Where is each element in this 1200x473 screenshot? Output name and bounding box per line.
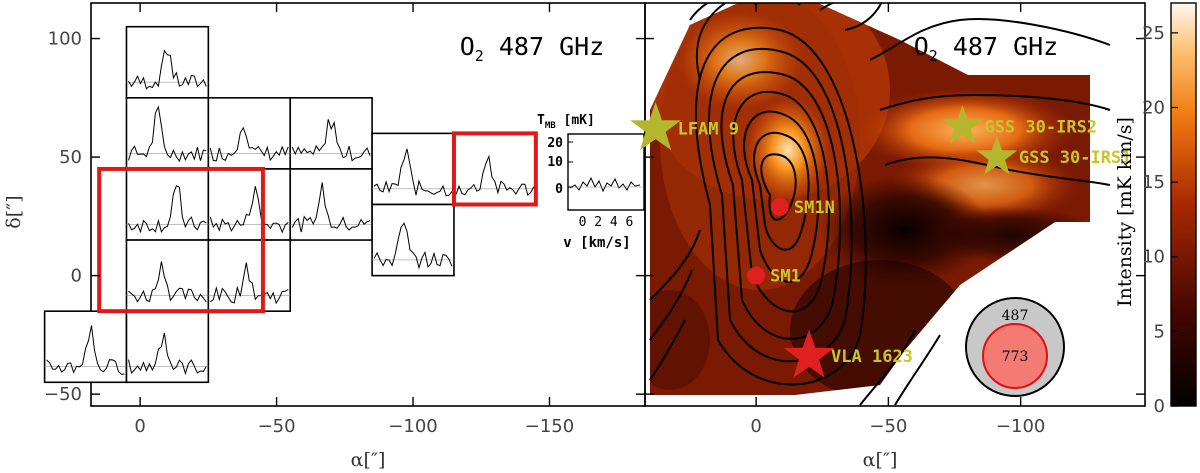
- left-plot-title: O2 487 GHz: [460, 32, 605, 65]
- source-markers: LFAM 9 GSS 30-IRS2 GSS 30-IRS1 SM1N SM1 VLA 1…: [630, 102, 1132, 378]
- colorbar: 0 5 10 15 20 25 Intensity [mK km/s]: [1114, 2, 1197, 417]
- colorbar-tick-label: 5: [1154, 321, 1165, 342]
- contours: [649, 3, 1111, 406]
- colorbar-ticks: 0 5 10 15 20 25: [1142, 23, 1178, 417]
- spectrum-line: [209, 262, 289, 305]
- x-tick-label: 0: [750, 416, 761, 437]
- source-label: GSS 30-IRS2: [984, 117, 1097, 137]
- inset-y-label: TMB [mK]: [537, 113, 595, 131]
- spectrum-cell: [289, 168, 373, 241]
- spectrum-cell: [207, 168, 292, 241]
- source-star-marker: [783, 329, 835, 378]
- spectrum-cell: [289, 97, 373, 170]
- colorbar-gradient: [1170, 2, 1197, 407]
- spectrum-line: [128, 185, 207, 234]
- colorbar-label: Intensity [mK km/s]: [1114, 117, 1136, 307]
- colorbar-tick-label: 0: [1154, 396, 1165, 417]
- left-y-axis-label: δ[″]: [3, 195, 25, 228]
- source-label: SM1: [770, 267, 801, 287]
- right-x-axis-label: α[″]: [863, 449, 898, 471]
- highlight-boxes: [97, 131, 538, 314]
- spectrum-line: [209, 126, 289, 162]
- source-label: LFAM 9: [678, 120, 739, 140]
- y-tick-label: 0: [71, 266, 82, 287]
- source-circle-marker: [747, 266, 766, 285]
- left-x-axis-label: α[″]: [351, 449, 386, 471]
- inset-frame: [567, 133, 645, 211]
- right-plot-frame: [644, 2, 1146, 407]
- spectrum-cell: [125, 239, 210, 312]
- x-tick-label: 0: [134, 416, 145, 437]
- inset-x-ticks: 0 2 4 6: [579, 215, 634, 230]
- inset-ytick-0: 0: [555, 182, 563, 197]
- spectrum-line: [46, 325, 125, 375]
- spectrum-cell: [125, 25, 210, 99]
- highlight-box: [97, 166, 265, 314]
- beam-773-circle: [982, 323, 1048, 389]
- spectrum-line: [128, 332, 207, 376]
- x-tick-label: −100: [996, 416, 1045, 437]
- source-star-marker: [630, 102, 681, 151]
- inset-ytick-10: 10: [547, 155, 563, 170]
- spectrum-cell: [207, 97, 292, 170]
- spectrum-line: [209, 186, 289, 234]
- source-star-marker: [941, 104, 983, 144]
- spectrum-cell: [371, 132, 455, 206]
- inset-ytick-20: 20: [547, 136, 563, 151]
- spectrum-inset: TMB [mK] 20 10 0 0 2 4 6 v [km/s]: [537, 113, 645, 251]
- colorbar-tick-label: 15: [1142, 172, 1165, 193]
- colorbar-tick-label: 25: [1142, 23, 1165, 44]
- spectrum-line: [128, 261, 207, 303]
- left-x-axis: 0 −50 −100 −150: [134, 3, 574, 437]
- inset-x-label: v [km/s]: [563, 235, 630, 251]
- beam-sizes: 487 773: [965, 297, 1065, 397]
- spectrum-line: [128, 49, 207, 90]
- x-tick-label: −150: [525, 416, 574, 437]
- right-y-axis: [645, 37, 1145, 395]
- source-label: VLA 1623: [831, 347, 913, 367]
- source-label: GSS 30-IRS1: [1019, 148, 1132, 168]
- x-tick-label: −100: [388, 416, 437, 437]
- spectrum-line: [128, 105, 207, 163]
- colorbar-tick-label: 20: [1142, 97, 1165, 118]
- spectrum-line: [291, 182, 371, 233]
- spectrum-cell: [453, 132, 537, 206]
- spectrum-cell: [125, 97, 210, 170]
- spectrum-cell: [371, 203, 455, 277]
- intensity-map-panel: 0 −50 −100 O2 487 GHz α[″] LFAM 9 GSS 30-IR…: [630, 2, 1146, 471]
- source-circle-marker: [770, 197, 789, 216]
- spectrum-line: [373, 222, 453, 270]
- y-tick-label: 100: [48, 29, 82, 50]
- y-tick-label: −50: [44, 384, 82, 405]
- spectrum-cell: [125, 168, 210, 241]
- spectrum-line: [455, 154, 535, 197]
- spectrum-line: [373, 148, 453, 197]
- source-label: SM1N: [794, 198, 835, 218]
- right-plot-title: O2 487 GHz: [914, 32, 1059, 65]
- y-tick-label: 50: [59, 147, 82, 168]
- spectrum-cell: [43, 310, 128, 384]
- x-tick-label: −50: [869, 416, 907, 437]
- right-x-axis: 0 −50 −100: [750, 3, 1045, 437]
- highlight-box: [451, 131, 538, 207]
- spectrum-cell: [125, 310, 210, 384]
- source-star-marker: [976, 135, 1018, 175]
- colorbar-tick-label: 10: [1142, 247, 1165, 268]
- beam-487-label: 487: [1002, 308, 1029, 324]
- spectrum-line: [291, 119, 371, 162]
- beam-773-label: 773: [1002, 349, 1029, 365]
- x-tick-label: −50: [258, 416, 296, 437]
